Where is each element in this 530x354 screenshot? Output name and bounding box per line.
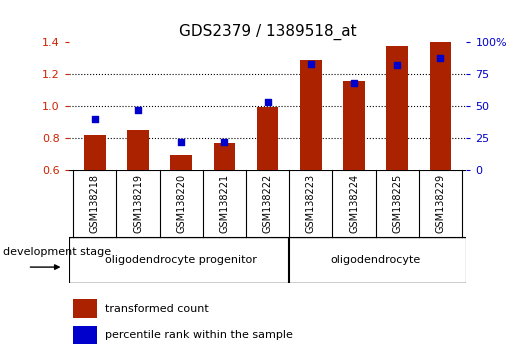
Bar (343, 81, 365, 170)
Text: development stage: development stage (4, 247, 112, 257)
Point (393, 63, 402, 68)
Text: oligodendrocyte: oligodendrocyte (331, 255, 421, 265)
Text: oligodendrocyte progenitor: oligodendrocyte progenitor (105, 255, 257, 265)
Bar (257, 107, 278, 170)
Point (91, 116, 99, 122)
Point (350, 80, 358, 86)
Title: GDS2379 / 1389518_at: GDS2379 / 1389518_at (179, 23, 357, 40)
Text: GSM138222: GSM138222 (263, 174, 272, 233)
Text: GSM138225: GSM138225 (392, 174, 402, 233)
Bar (300, 60, 322, 170)
Point (220, 139, 228, 145)
Bar (386, 46, 408, 170)
Bar (73, 326, 96, 344)
Bar (214, 143, 235, 170)
Bar (73, 299, 96, 318)
Point (177, 139, 186, 145)
Text: GSM138229: GSM138229 (436, 174, 446, 233)
Text: transformed count: transformed count (105, 304, 208, 314)
Point (436, 55, 445, 61)
Bar (84, 135, 105, 170)
Text: GSM138219: GSM138219 (133, 174, 143, 233)
Text: GSM138221: GSM138221 (219, 174, 229, 233)
Bar (430, 42, 451, 170)
Point (134, 107, 142, 113)
Text: GSM138220: GSM138220 (176, 174, 186, 233)
Bar (127, 130, 149, 170)
Bar (171, 155, 192, 170)
Point (263, 99, 272, 105)
Text: GSM138224: GSM138224 (349, 174, 359, 233)
Text: percentile rank within the sample: percentile rank within the sample (105, 330, 293, 340)
Point (307, 61, 315, 67)
Text: GSM138223: GSM138223 (306, 174, 316, 233)
Text: GSM138218: GSM138218 (90, 174, 100, 233)
